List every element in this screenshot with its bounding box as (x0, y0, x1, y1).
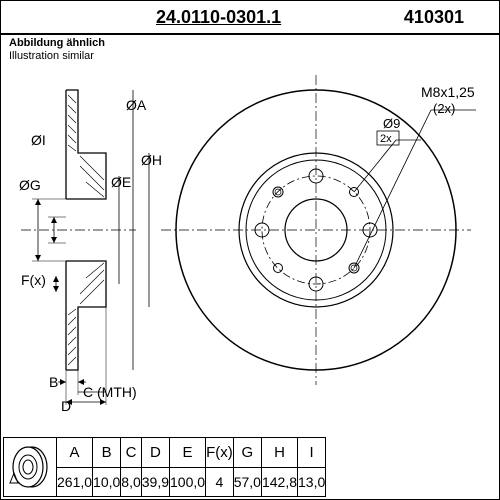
part-number: 24.0110-0301.1 (156, 7, 281, 28)
hole-qty: 2x (380, 133, 392, 145)
alt-number: 410301 (404, 7, 464, 28)
thread-qty: (2x) (433, 101, 455, 116)
dim-F: F(x) (21, 272, 46, 288)
thread-label: M8x1,25 (421, 84, 475, 100)
diagram-container: 24.0110-0301.1 410301 Abbildung ähnlich … (0, 0, 500, 500)
val-C: 8,0 (121, 468, 141, 497)
val-B: 10,0 (93, 468, 121, 497)
val-A: 261,0 (57, 468, 93, 497)
col-D: D (141, 438, 169, 468)
disc-icon-cell (4, 438, 57, 497)
col-E: E (170, 438, 206, 468)
col-A: A (57, 438, 93, 468)
dim-G: ØG (19, 177, 41, 193)
dim-D: D (61, 398, 71, 414)
col-G: G (233, 438, 261, 468)
col-F: F(x) (206, 438, 234, 468)
dim-A: ØA (126, 97, 147, 113)
header-bar: 24.0110-0301.1 410301 (1, 1, 499, 35)
col-H: H (261, 438, 297, 468)
val-D: 39,9 (141, 468, 169, 497)
val-I: 13,0 (298, 468, 326, 497)
col-B: B (93, 438, 121, 468)
val-E: 100,0 (170, 468, 206, 497)
val-H: 142,8 (261, 468, 297, 497)
val-F: 4 (206, 468, 234, 497)
dim-E: ØE (111, 174, 131, 190)
brake-disc-icon (4, 443, 52, 491)
dim-C: C (MTH) (83, 384, 137, 400)
hole-label: Ø9 (383, 116, 400, 131)
dim-H: ØH (141, 152, 162, 168)
spec-table: A B C D E F(x) G H I 261,0 10,0 8,0 39,9… (3, 437, 326, 497)
col-I: I (298, 438, 326, 468)
dim-B: B (49, 374, 58, 390)
technical-drawing: M8x1,25 (2x) Ø9 2x ØI ØG ØE ØH ØA F(x) B… (1, 35, 499, 427)
col-C: C (121, 438, 141, 468)
table-header-row: A B C D E F(x) G H I (4, 438, 326, 468)
dim-I: ØI (31, 132, 46, 148)
val-G: 57,0 (233, 468, 261, 497)
